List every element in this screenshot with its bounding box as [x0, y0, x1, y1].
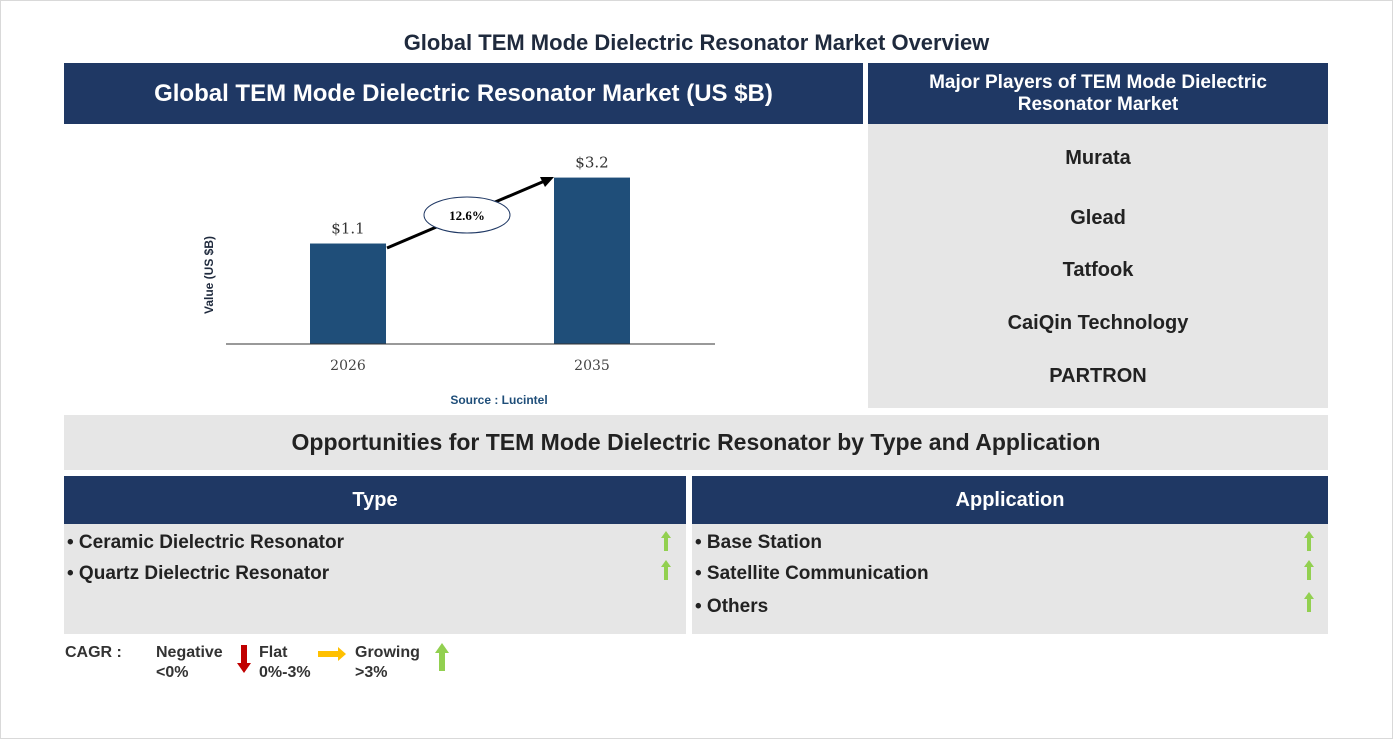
- legend-flat-label: Flat: [259, 644, 288, 661]
- source-label: Source : Lucintel: [450, 393, 547, 407]
- player-item: Tatfook: [1062, 259, 1134, 281]
- player-item: Glead: [1070, 207, 1126, 229]
- market-chart: Value (US $B) $1.1 2026 $3.2 2035 12.6% Sou…: [202, 154, 715, 407]
- legend-cagr: CAGR :: [65, 644, 122, 661]
- players-header: Major Players of TEM Mode Dielectric Res…: [868, 63, 1328, 124]
- growing-arrow-icon: [661, 560, 671, 580]
- flat-arrow-icon: [318, 647, 346, 661]
- growing-arrow-icon: [1304, 560, 1314, 580]
- type-header: Type: [64, 476, 686, 524]
- player-item: PARTRON: [1049, 365, 1147, 387]
- legend-negative-label: Negative: [156, 644, 223, 661]
- application-panel: [692, 524, 1328, 634]
- x-tick-label: 2035: [574, 358, 610, 374]
- type-panel: [64, 524, 686, 634]
- y-axis-label: Value (US $B): [202, 236, 216, 314]
- data-label: $1.1: [331, 220, 364, 238]
- application-header: Application: [692, 476, 1328, 524]
- type-item: • Quartz Dielectric Resonator: [67, 563, 330, 584]
- growing-arrow-icon: [1304, 592, 1314, 612]
- bar-2035: [554, 177, 630, 344]
- application-item: • Satellite Communication: [695, 563, 929, 584]
- legend-flat-range: 0%-3%: [259, 664, 311, 681]
- market-header: Global TEM Mode Dielectric Resonator Mar…: [64, 63, 863, 124]
- cagr-label: 12.6%: [449, 208, 485, 223]
- legend-growing-label: Growing: [355, 644, 420, 661]
- player-item: CaiQin Technology: [1007, 312, 1189, 334]
- growing-arrow-icon: [1304, 531, 1314, 551]
- data-label: $3.2: [575, 154, 608, 172]
- bar-2026: [310, 243, 386, 344]
- player-item: Murata: [1065, 147, 1131, 169]
- legend-negative: Negative <0%: [156, 643, 223, 683]
- page-title: Global TEM Mode Dielectric Resonator Mar…: [403, 30, 990, 55]
- x-tick-label: 2026: [330, 358, 366, 374]
- legend-flat: Flat 0%-3%: [259, 643, 311, 683]
- application-item: • Others: [695, 596, 769, 617]
- legend-growing-range: >3%: [355, 664, 388, 681]
- type-item: • Ceramic Dielectric Resonator: [67, 532, 344, 553]
- legend-growing: Growing >3%: [355, 643, 420, 683]
- cagr-bubble: [423, 196, 511, 234]
- legend-negative-range: <0%: [156, 664, 189, 681]
- growing-arrow-icon: [435, 643, 449, 671]
- application-item: • Base Station: [695, 532, 823, 553]
- negative-arrow-icon: [237, 645, 251, 673]
- growing-arrow-icon: [661, 531, 671, 551]
- opportunities-header: Opportunities for TEM Mode Dielectric Re…: [64, 415, 1328, 470]
- players-panel: [868, 124, 1328, 408]
- arrow-head-icon: [540, 177, 554, 187]
